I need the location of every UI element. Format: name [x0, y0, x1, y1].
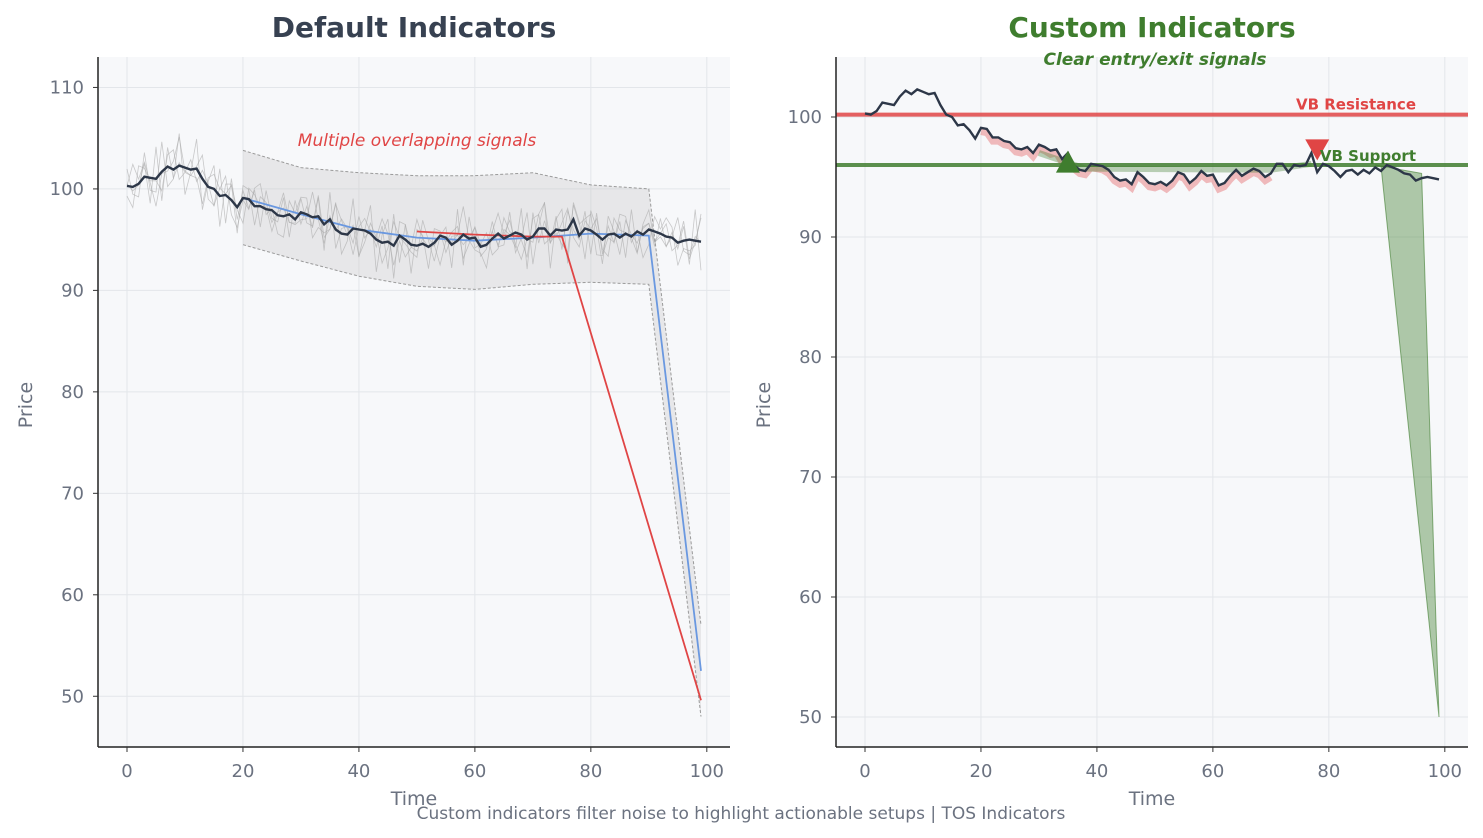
y-axis-label: Price: [753, 382, 775, 428]
y-tick-label: 60: [799, 587, 822, 608]
price-line: [126, 164, 702, 249]
x-tick-label: 60: [1201, 761, 1224, 782]
grid: [98, 57, 730, 747]
noise-indicator-line: [126, 137, 702, 270]
tick-labels: 0 20 40 60 80 100 50 60 70 80 90 100: [788, 107, 1462, 782]
chart-title: Default Indicators: [272, 11, 557, 44]
y-tick-label: 70: [61, 483, 84, 504]
footer-caption: Custom indicators filter noise to highli…: [417, 804, 1066, 824]
x-tick-label: 100: [690, 761, 724, 782]
y-tick-label: 90: [799, 227, 822, 248]
resistance-label: VB Resistance: [1296, 96, 1416, 114]
y-tick-label: 110: [50, 77, 84, 98]
entry-signal-marker: [1055, 150, 1080, 173]
y-tick-label: 100: [50, 179, 84, 200]
x-tick-label: 40: [347, 761, 370, 782]
x-tick-label: 40: [1085, 761, 1108, 782]
band-upper-line: [242, 149, 702, 626]
y-tick-label: 90: [61, 280, 84, 301]
y-tick-label: 80: [61, 382, 84, 403]
x-tick-label: 20: [970, 761, 993, 782]
exit-signal-marker: [1305, 139, 1330, 161]
custom-indicators-panel: VB Resistance VB Support 0 20 40 60 80 100 50 60…: [753, 11, 1468, 810]
series-layer: [126, 133, 702, 717]
chart-subtitle: Clear entry/exit signals: [1043, 50, 1266, 70]
annotation-text: Multiple overlapping signals: [298, 131, 537, 151]
chart-title: Custom Indicators: [1008, 11, 1295, 44]
y-tick-label: 50: [799, 707, 822, 728]
y-tick-label: 70: [799, 467, 822, 488]
tick-labels: 0 20 40 60 80 100 50 60 70 80 90 100 110: [50, 77, 724, 782]
x-tick-label: 80: [579, 761, 602, 782]
bearish-shading: [980, 129, 1273, 194]
x-tick-label: 20: [232, 761, 255, 782]
x-tick-label: 0: [859, 761, 870, 782]
x-axis-label: Time: [390, 788, 438, 810]
y-axis-label: Price: [15, 382, 37, 428]
x-tick-label: 100: [1428, 761, 1462, 782]
y-tick-label: 100: [788, 107, 822, 128]
default-indicators-panel: 0 20 40 60 80 100 50 60 70 80 90 100 110 Default Ind…: [15, 11, 730, 810]
band-fill: [243, 150, 701, 717]
noise-indicator-line: [126, 149, 702, 265]
x-axis-label: Time: [1128, 788, 1176, 810]
y-tick-label: 50: [61, 686, 84, 707]
y-tick-label: 60: [61, 585, 84, 606]
grid: [836, 57, 1468, 747]
x-tick-label: 80: [1317, 761, 1340, 782]
support-label: VB Support: [1320, 147, 1416, 165]
y-tick-label: 80: [799, 347, 822, 368]
price-line: [864, 88, 1440, 187]
band-lower-line: [242, 244, 702, 717]
x-tick-label: 0: [121, 761, 132, 782]
x-tick-label: 60: [463, 761, 486, 782]
series-layer: VB Resistance VB Support: [836, 88, 1468, 718]
